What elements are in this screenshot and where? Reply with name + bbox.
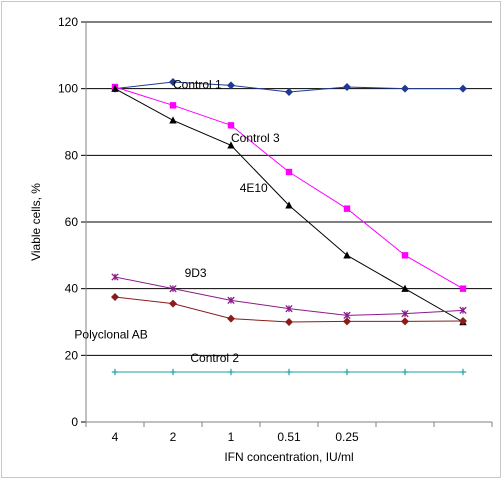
series-control-2 xyxy=(111,368,467,376)
series-polyclonal-ab xyxy=(111,293,467,326)
data-point xyxy=(459,84,467,93)
y-tick-label: 40 xyxy=(65,282,79,296)
y-tick-label: 20 xyxy=(65,348,79,362)
y-tick-label: 120 xyxy=(58,15,78,29)
tick-labels: 0 20 40 60 80 100 120 4 2 1 0.51 0.25 xyxy=(58,15,359,444)
y-tick-label: 60 xyxy=(65,215,79,229)
data-point xyxy=(111,273,119,281)
series-label: Control 2 xyxy=(190,351,239,365)
series-labels: Control 1 Control 3 4E10 9D3 Polyclonal AB Co… xyxy=(74,78,280,365)
series-label: Control 3 xyxy=(231,131,280,145)
data-point xyxy=(285,368,293,376)
data-point xyxy=(459,368,467,376)
x-tick-label: 0.25 xyxy=(335,430,359,444)
data-point xyxy=(343,251,351,259)
series-lines xyxy=(111,78,467,376)
data-point xyxy=(169,102,177,109)
data-point xyxy=(227,81,235,90)
data-point xyxy=(111,293,119,301)
series-label: Polyclonal AB xyxy=(74,328,147,342)
data-point xyxy=(285,305,293,313)
y-tick-label: 0 xyxy=(71,415,78,429)
data-point xyxy=(285,318,293,326)
series-label: 4E10 xyxy=(240,181,268,195)
data-point xyxy=(459,306,467,314)
data-point xyxy=(401,252,409,259)
data-point xyxy=(401,284,409,292)
data-point xyxy=(227,122,235,129)
data-point xyxy=(285,201,293,209)
data-point xyxy=(227,314,235,323)
data-point xyxy=(169,116,177,124)
series-9d3 xyxy=(111,273,467,319)
data-point xyxy=(285,168,293,176)
data-point xyxy=(401,84,409,93)
data-point xyxy=(227,368,235,376)
data-point xyxy=(169,368,177,376)
data-point xyxy=(459,285,467,292)
data-point xyxy=(169,285,177,293)
data-point xyxy=(227,296,235,304)
data-point xyxy=(111,368,119,376)
data-point xyxy=(343,83,351,91)
series-label: 9D3 xyxy=(185,266,207,280)
x-tick-label: 4 xyxy=(112,430,119,444)
series-control-1 xyxy=(111,78,467,96)
y-tick-label: 80 xyxy=(65,148,79,162)
data-point xyxy=(401,317,409,326)
data-point xyxy=(285,88,293,96)
data-point xyxy=(343,205,351,212)
data-point xyxy=(111,84,119,92)
grid-lines xyxy=(86,21,492,356)
data-point xyxy=(401,368,409,376)
x-tick-label: 1 xyxy=(228,430,235,444)
series-control-3 xyxy=(111,83,467,292)
x-tick-label: 0.51 xyxy=(277,430,301,444)
x-tick-label: 2 xyxy=(170,430,177,444)
y-axis-title: Viable cells, % xyxy=(29,183,43,261)
y-tick-label: 100 xyxy=(58,82,78,96)
data-point xyxy=(169,299,177,308)
data-point xyxy=(459,317,467,325)
data-point xyxy=(401,310,409,318)
data-point xyxy=(169,78,177,86)
data-point xyxy=(343,368,351,376)
axes xyxy=(81,21,493,427)
data-point xyxy=(343,317,351,326)
series-label: Control 1 xyxy=(173,78,222,92)
data-point xyxy=(227,141,235,149)
x-axis-title: IFN concentration, IU/ml xyxy=(224,450,353,464)
